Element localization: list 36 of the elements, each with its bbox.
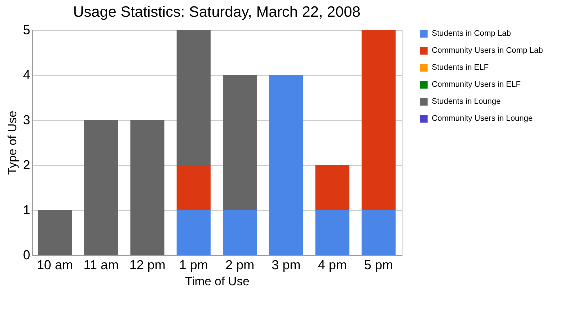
bar	[362, 210, 396, 255]
x-axis-title: Time of Use	[185, 274, 250, 288]
bar	[176, 210, 211, 255]
x-tick-label: 11 am	[84, 258, 119, 272]
y-tick-label: 3	[23, 112, 30, 128]
bar	[38, 210, 72, 255]
bar	[130, 120, 165, 255]
legend-label: Community Users in Lounge	[432, 114, 534, 123]
bar	[223, 75, 258, 210]
legend-label: Students in Comp Lab	[432, 29, 512, 38]
x-tick-label: 3 pm	[272, 258, 301, 272]
legend-label: Students in ELF	[432, 63, 490, 72]
legend-label: Community Users in Comp Lab	[432, 46, 544, 55]
y-tick-label: 0	[23, 248, 30, 262]
x-tick-label: 10 am	[37, 258, 74, 272]
legend-label: Community Users in ELF	[432, 80, 522, 89]
y-tick-label: 5	[23, 22, 30, 38]
chart-title: Usage Statistics: Saturday, March 22, 2008	[73, 4, 361, 21]
x-tick-label: 1 pm	[179, 258, 208, 272]
bar	[176, 30, 211, 165]
x-tick-label: 4 pm	[318, 258, 348, 272]
bar	[316, 210, 350, 255]
y-tick-label: 2	[23, 158, 30, 172]
y-tick-label: 1	[23, 202, 30, 218]
bar	[269, 75, 304, 255]
bar	[84, 120, 118, 255]
bar	[223, 210, 258, 255]
x-tick-label: 5 pm	[364, 258, 394, 272]
x-tick-label: 2 pm	[226, 258, 255, 272]
legend-label: Students in Lounge	[432, 97, 502, 106]
bar	[176, 165, 211, 210]
x-tick-label: 12 pm	[130, 258, 166, 272]
y-tick-label: 4	[23, 68, 30, 82]
bar	[316, 165, 350, 210]
bar	[362, 30, 396, 210]
y-axis-title: Type of Use	[5, 110, 20, 176]
